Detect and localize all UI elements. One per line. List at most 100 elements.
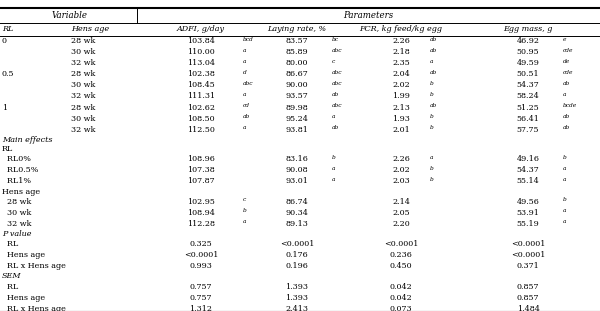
Text: 0.450: 0.450 bbox=[390, 262, 412, 270]
Text: a: a bbox=[242, 219, 246, 224]
Text: ab: ab bbox=[430, 103, 437, 108]
Text: a: a bbox=[430, 155, 433, 160]
Text: 86.74: 86.74 bbox=[286, 198, 308, 206]
Text: 93.01: 93.01 bbox=[286, 177, 308, 185]
Text: 2.03: 2.03 bbox=[392, 177, 410, 185]
Text: 49.59: 49.59 bbox=[517, 59, 539, 67]
Text: 32 wk: 32 wk bbox=[2, 220, 31, 228]
Text: 28 wk: 28 wk bbox=[71, 37, 95, 45]
Text: 57.75: 57.75 bbox=[517, 126, 539, 134]
Text: 0.325: 0.325 bbox=[190, 240, 212, 248]
Text: 85.89: 85.89 bbox=[286, 48, 308, 56]
Text: ADFI, g/day: ADFI, g/day bbox=[177, 25, 225, 33]
Text: 28 wk: 28 wk bbox=[71, 104, 95, 112]
Text: 107.87: 107.87 bbox=[187, 177, 215, 185]
Text: a: a bbox=[563, 219, 566, 224]
Text: a: a bbox=[430, 59, 433, 64]
Text: ab: ab bbox=[430, 37, 437, 42]
Text: RL: RL bbox=[2, 25, 13, 33]
Text: a: a bbox=[332, 166, 335, 171]
Text: 2.26: 2.26 bbox=[392, 37, 410, 45]
Text: 55.14: 55.14 bbox=[517, 177, 539, 185]
Text: 50.95: 50.95 bbox=[517, 48, 539, 56]
Text: 108.50: 108.50 bbox=[187, 114, 215, 123]
Text: b: b bbox=[430, 125, 433, 130]
Text: Parameters: Parameters bbox=[343, 11, 393, 20]
Text: 89.13: 89.13 bbox=[286, 220, 308, 228]
Text: 2.26: 2.26 bbox=[392, 155, 410, 163]
Text: 93.81: 93.81 bbox=[286, 126, 308, 134]
Text: 0.757: 0.757 bbox=[190, 283, 212, 291]
Text: RL0%: RL0% bbox=[2, 155, 31, 163]
Text: Hens age: Hens age bbox=[2, 188, 40, 196]
Text: Variable: Variable bbox=[52, 11, 88, 20]
Text: <0.0001: <0.0001 bbox=[511, 240, 545, 248]
Text: 0.857: 0.857 bbox=[517, 283, 539, 291]
Text: 1.99: 1.99 bbox=[392, 92, 410, 100]
Text: <0.0001: <0.0001 bbox=[511, 251, 545, 259]
Text: 0.042: 0.042 bbox=[390, 283, 412, 291]
Text: 0.993: 0.993 bbox=[190, 262, 212, 270]
Text: 55.19: 55.19 bbox=[517, 220, 539, 228]
Text: Egg mass, g: Egg mass, g bbox=[503, 25, 553, 33]
Text: Main effects: Main effects bbox=[2, 136, 52, 144]
Text: 1.393: 1.393 bbox=[286, 283, 308, 291]
Text: 30 wk: 30 wk bbox=[71, 48, 95, 56]
Text: 2.04: 2.04 bbox=[392, 70, 410, 78]
Text: 102.38: 102.38 bbox=[187, 70, 215, 78]
Text: 102.62: 102.62 bbox=[187, 104, 215, 112]
Text: 51.25: 51.25 bbox=[517, 104, 539, 112]
Text: 2.20: 2.20 bbox=[392, 220, 410, 228]
Text: 102.95: 102.95 bbox=[187, 198, 215, 206]
Text: 95.24: 95.24 bbox=[286, 114, 308, 123]
Text: 83.16: 83.16 bbox=[286, 155, 308, 163]
Text: RL: RL bbox=[2, 283, 18, 291]
Text: bcd: bcd bbox=[242, 37, 253, 42]
Text: de: de bbox=[563, 59, 570, 64]
Text: 58.24: 58.24 bbox=[517, 92, 539, 100]
Text: 53.91: 53.91 bbox=[517, 209, 539, 217]
Text: Laying rate, %: Laying rate, % bbox=[268, 25, 326, 33]
Text: 0.196: 0.196 bbox=[286, 262, 308, 270]
Text: ab: ab bbox=[563, 81, 570, 86]
Text: 56.41: 56.41 bbox=[517, 114, 539, 123]
Text: ab: ab bbox=[563, 125, 570, 130]
Text: Hens age: Hens age bbox=[2, 251, 45, 259]
Text: 93.57: 93.57 bbox=[286, 92, 308, 100]
Text: 46.92: 46.92 bbox=[517, 37, 539, 45]
Text: 0.5: 0.5 bbox=[2, 70, 14, 78]
Text: 107.38: 107.38 bbox=[187, 166, 215, 174]
Text: a: a bbox=[242, 125, 246, 130]
Text: a: a bbox=[242, 48, 246, 53]
Text: 30 wk: 30 wk bbox=[71, 114, 95, 123]
Text: c: c bbox=[242, 197, 246, 202]
Text: b: b bbox=[563, 197, 566, 202]
Text: bc: bc bbox=[332, 37, 339, 42]
Text: a: a bbox=[332, 177, 335, 182]
Text: 90.00: 90.00 bbox=[286, 81, 308, 90]
Text: a: a bbox=[563, 177, 566, 182]
Text: 108.96: 108.96 bbox=[187, 155, 215, 163]
Text: Hens age: Hens age bbox=[71, 25, 109, 33]
Text: ab: ab bbox=[242, 114, 250, 119]
Text: 86.67: 86.67 bbox=[286, 70, 308, 78]
Text: a: a bbox=[242, 59, 246, 64]
Text: 80.00: 80.00 bbox=[286, 59, 308, 67]
Text: e: e bbox=[563, 37, 566, 42]
Text: 2.02: 2.02 bbox=[392, 166, 410, 174]
Text: 1.484: 1.484 bbox=[517, 305, 539, 311]
Text: 54.37: 54.37 bbox=[517, 81, 539, 90]
Text: RL: RL bbox=[2, 145, 13, 153]
Text: RL x Hens age: RL x Hens age bbox=[2, 262, 65, 270]
Text: a: a bbox=[563, 208, 566, 213]
Text: 2.413: 2.413 bbox=[286, 305, 308, 311]
Text: Hens age: Hens age bbox=[2, 294, 45, 302]
Text: b: b bbox=[430, 177, 433, 182]
Text: FCR, kg feed/kg egg: FCR, kg feed/kg egg bbox=[359, 25, 443, 33]
Text: cde: cde bbox=[563, 70, 574, 75]
Text: 89.98: 89.98 bbox=[286, 104, 308, 112]
Text: 0.042: 0.042 bbox=[390, 294, 412, 302]
Text: 2.13: 2.13 bbox=[392, 104, 410, 112]
Text: 111.31: 111.31 bbox=[187, 92, 215, 100]
Text: b: b bbox=[430, 114, 433, 119]
